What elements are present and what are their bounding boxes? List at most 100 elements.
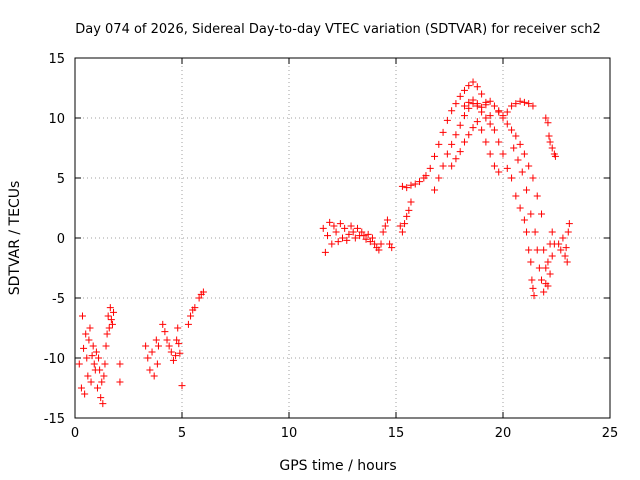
data-point: [551, 152, 559, 160]
data-point: [528, 276, 536, 284]
data-point: [548, 228, 556, 236]
data-point: [199, 288, 207, 296]
data-point: [535, 264, 543, 272]
x-tick-label: 20: [495, 426, 512, 441]
data-point: [452, 131, 460, 139]
data-point: [527, 258, 535, 266]
data-point: [448, 162, 456, 170]
data-point: [478, 126, 486, 134]
data-point: [99, 400, 107, 408]
data-point: [328, 240, 336, 248]
data-point: [512, 132, 520, 140]
data-points: [75, 78, 573, 408]
data-point: [104, 312, 112, 320]
data-point: [527, 210, 535, 218]
data-point: [368, 234, 376, 242]
data-point: [533, 192, 541, 200]
data-point: [169, 356, 177, 364]
data-point: [465, 98, 473, 106]
data-point: [84, 372, 92, 380]
data-point: [439, 162, 447, 170]
data-point: [88, 352, 96, 360]
data-point: [565, 220, 573, 228]
data-point: [512, 100, 520, 108]
data-point: [377, 240, 385, 248]
data-point: [544, 119, 552, 127]
data-point: [452, 100, 460, 108]
data-point: [469, 78, 477, 86]
y-tick-label: -15: [44, 412, 65, 427]
data-point: [542, 114, 550, 122]
data-point: [503, 120, 511, 128]
data-point: [473, 83, 481, 91]
data-point: [523, 228, 531, 236]
data-point: [416, 178, 424, 186]
data-point: [349, 228, 357, 236]
data-point: [110, 308, 118, 316]
data-point: [375, 246, 383, 254]
data-point: [520, 216, 528, 224]
data-point: [490, 162, 498, 170]
data-point: [525, 246, 533, 254]
data-point: [495, 108, 503, 116]
y-tick-label: -10: [44, 352, 65, 367]
data-point: [83, 354, 91, 362]
data-point: [371, 240, 379, 248]
data-point: [116, 360, 124, 368]
data-point: [503, 164, 511, 172]
y-tick-label: 10: [48, 112, 65, 127]
data-point: [548, 252, 556, 260]
data-point: [103, 330, 111, 338]
data-point: [469, 124, 477, 132]
data-point: [95, 354, 103, 362]
y-tick-label: -5: [52, 292, 65, 307]
data-point: [92, 348, 100, 356]
data-point: [544, 282, 552, 290]
data-point: [81, 390, 89, 398]
data-point: [490, 126, 498, 134]
data-point: [362, 235, 370, 243]
data-point: [407, 181, 415, 189]
data-point: [516, 97, 524, 105]
data-point: [510, 144, 518, 152]
data-point: [518, 168, 526, 176]
data-point: [77, 384, 85, 392]
data-point: [381, 222, 389, 230]
data-point: [86, 324, 94, 332]
data-point: [435, 174, 443, 182]
data-point: [403, 184, 411, 192]
data-point: [319, 224, 327, 232]
data-point: [175, 340, 183, 348]
data-point: [564, 228, 572, 236]
data-point: [460, 112, 468, 120]
data-point: [167, 348, 175, 356]
data-point: [542, 264, 550, 272]
data-point: [108, 320, 116, 328]
data-point: [486, 120, 494, 128]
data-point: [544, 258, 552, 266]
data-point: [490, 102, 498, 110]
data-point: [559, 234, 567, 242]
data-point: [321, 248, 329, 256]
data-point: [159, 320, 167, 328]
data-point: [503, 108, 511, 116]
data-point: [379, 228, 387, 236]
data-point: [176, 349, 184, 357]
data-point: [195, 294, 203, 302]
data-point: [187, 312, 195, 320]
data-point: [383, 216, 391, 224]
data-point: [495, 168, 503, 176]
data-point: [563, 258, 571, 266]
data-point: [107, 316, 115, 324]
data-point: [165, 342, 173, 350]
data-point: [101, 360, 109, 368]
data-point: [443, 116, 451, 124]
data-point: [486, 150, 494, 158]
data-point: [364, 230, 372, 238]
data-point: [336, 220, 344, 228]
data-point: [330, 222, 338, 230]
data-point: [469, 96, 477, 104]
data-point: [465, 82, 473, 90]
y-tick-label: 5: [57, 172, 65, 187]
